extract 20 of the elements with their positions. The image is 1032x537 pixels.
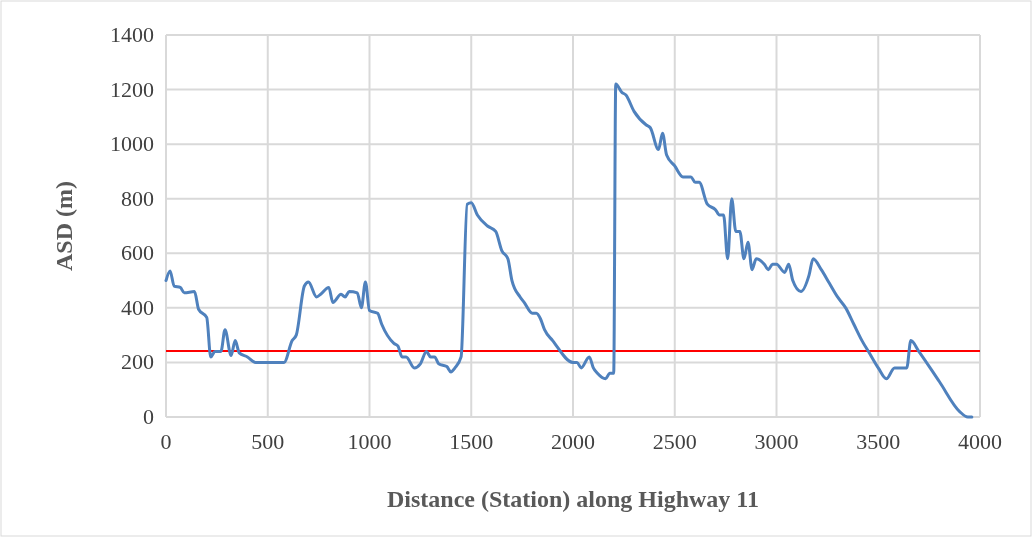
y-tick-label: 1200 (110, 76, 154, 102)
x-tick-label: 0 (160, 429, 172, 454)
x-tick-label: 4000 (958, 429, 1002, 454)
y-tick-label: 400 (121, 294, 154, 320)
y-axis-title: ASD (m) (51, 181, 77, 271)
x-tick-label: 3500 (856, 429, 901, 454)
y-tick-label: 200 (121, 349, 154, 375)
line-series (164, 82, 974, 419)
y-tick-label: 600 (121, 240, 154, 266)
x-tick-label: 1000 (347, 429, 392, 454)
x-tick-label: 2500 (652, 429, 697, 454)
x-tick-label: 3000 (754, 429, 799, 454)
x-tick-label: 500 (251, 429, 285, 454)
y-tick-label: 0 (143, 404, 154, 429)
y-tick-label: 1000 (110, 131, 154, 157)
y-tick-label: 1400 (110, 22, 154, 47)
x-axis-title: Distance (Station) along Highway 11 (386, 486, 760, 512)
x-tick-label: 1500 (449, 429, 494, 454)
x-tick-label: 2000 (551, 429, 595, 454)
y-tick-label: 800 (121, 185, 154, 211)
